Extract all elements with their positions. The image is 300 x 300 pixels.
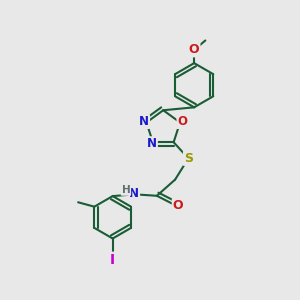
Text: N: N: [139, 115, 149, 128]
Text: O: O: [177, 115, 188, 128]
Text: I: I: [110, 253, 115, 267]
Text: N: N: [129, 187, 139, 200]
Text: S: S: [184, 152, 193, 165]
Text: N: N: [147, 137, 157, 150]
Text: O: O: [189, 44, 200, 56]
Text: H: H: [122, 185, 130, 195]
Text: O: O: [173, 199, 183, 212]
